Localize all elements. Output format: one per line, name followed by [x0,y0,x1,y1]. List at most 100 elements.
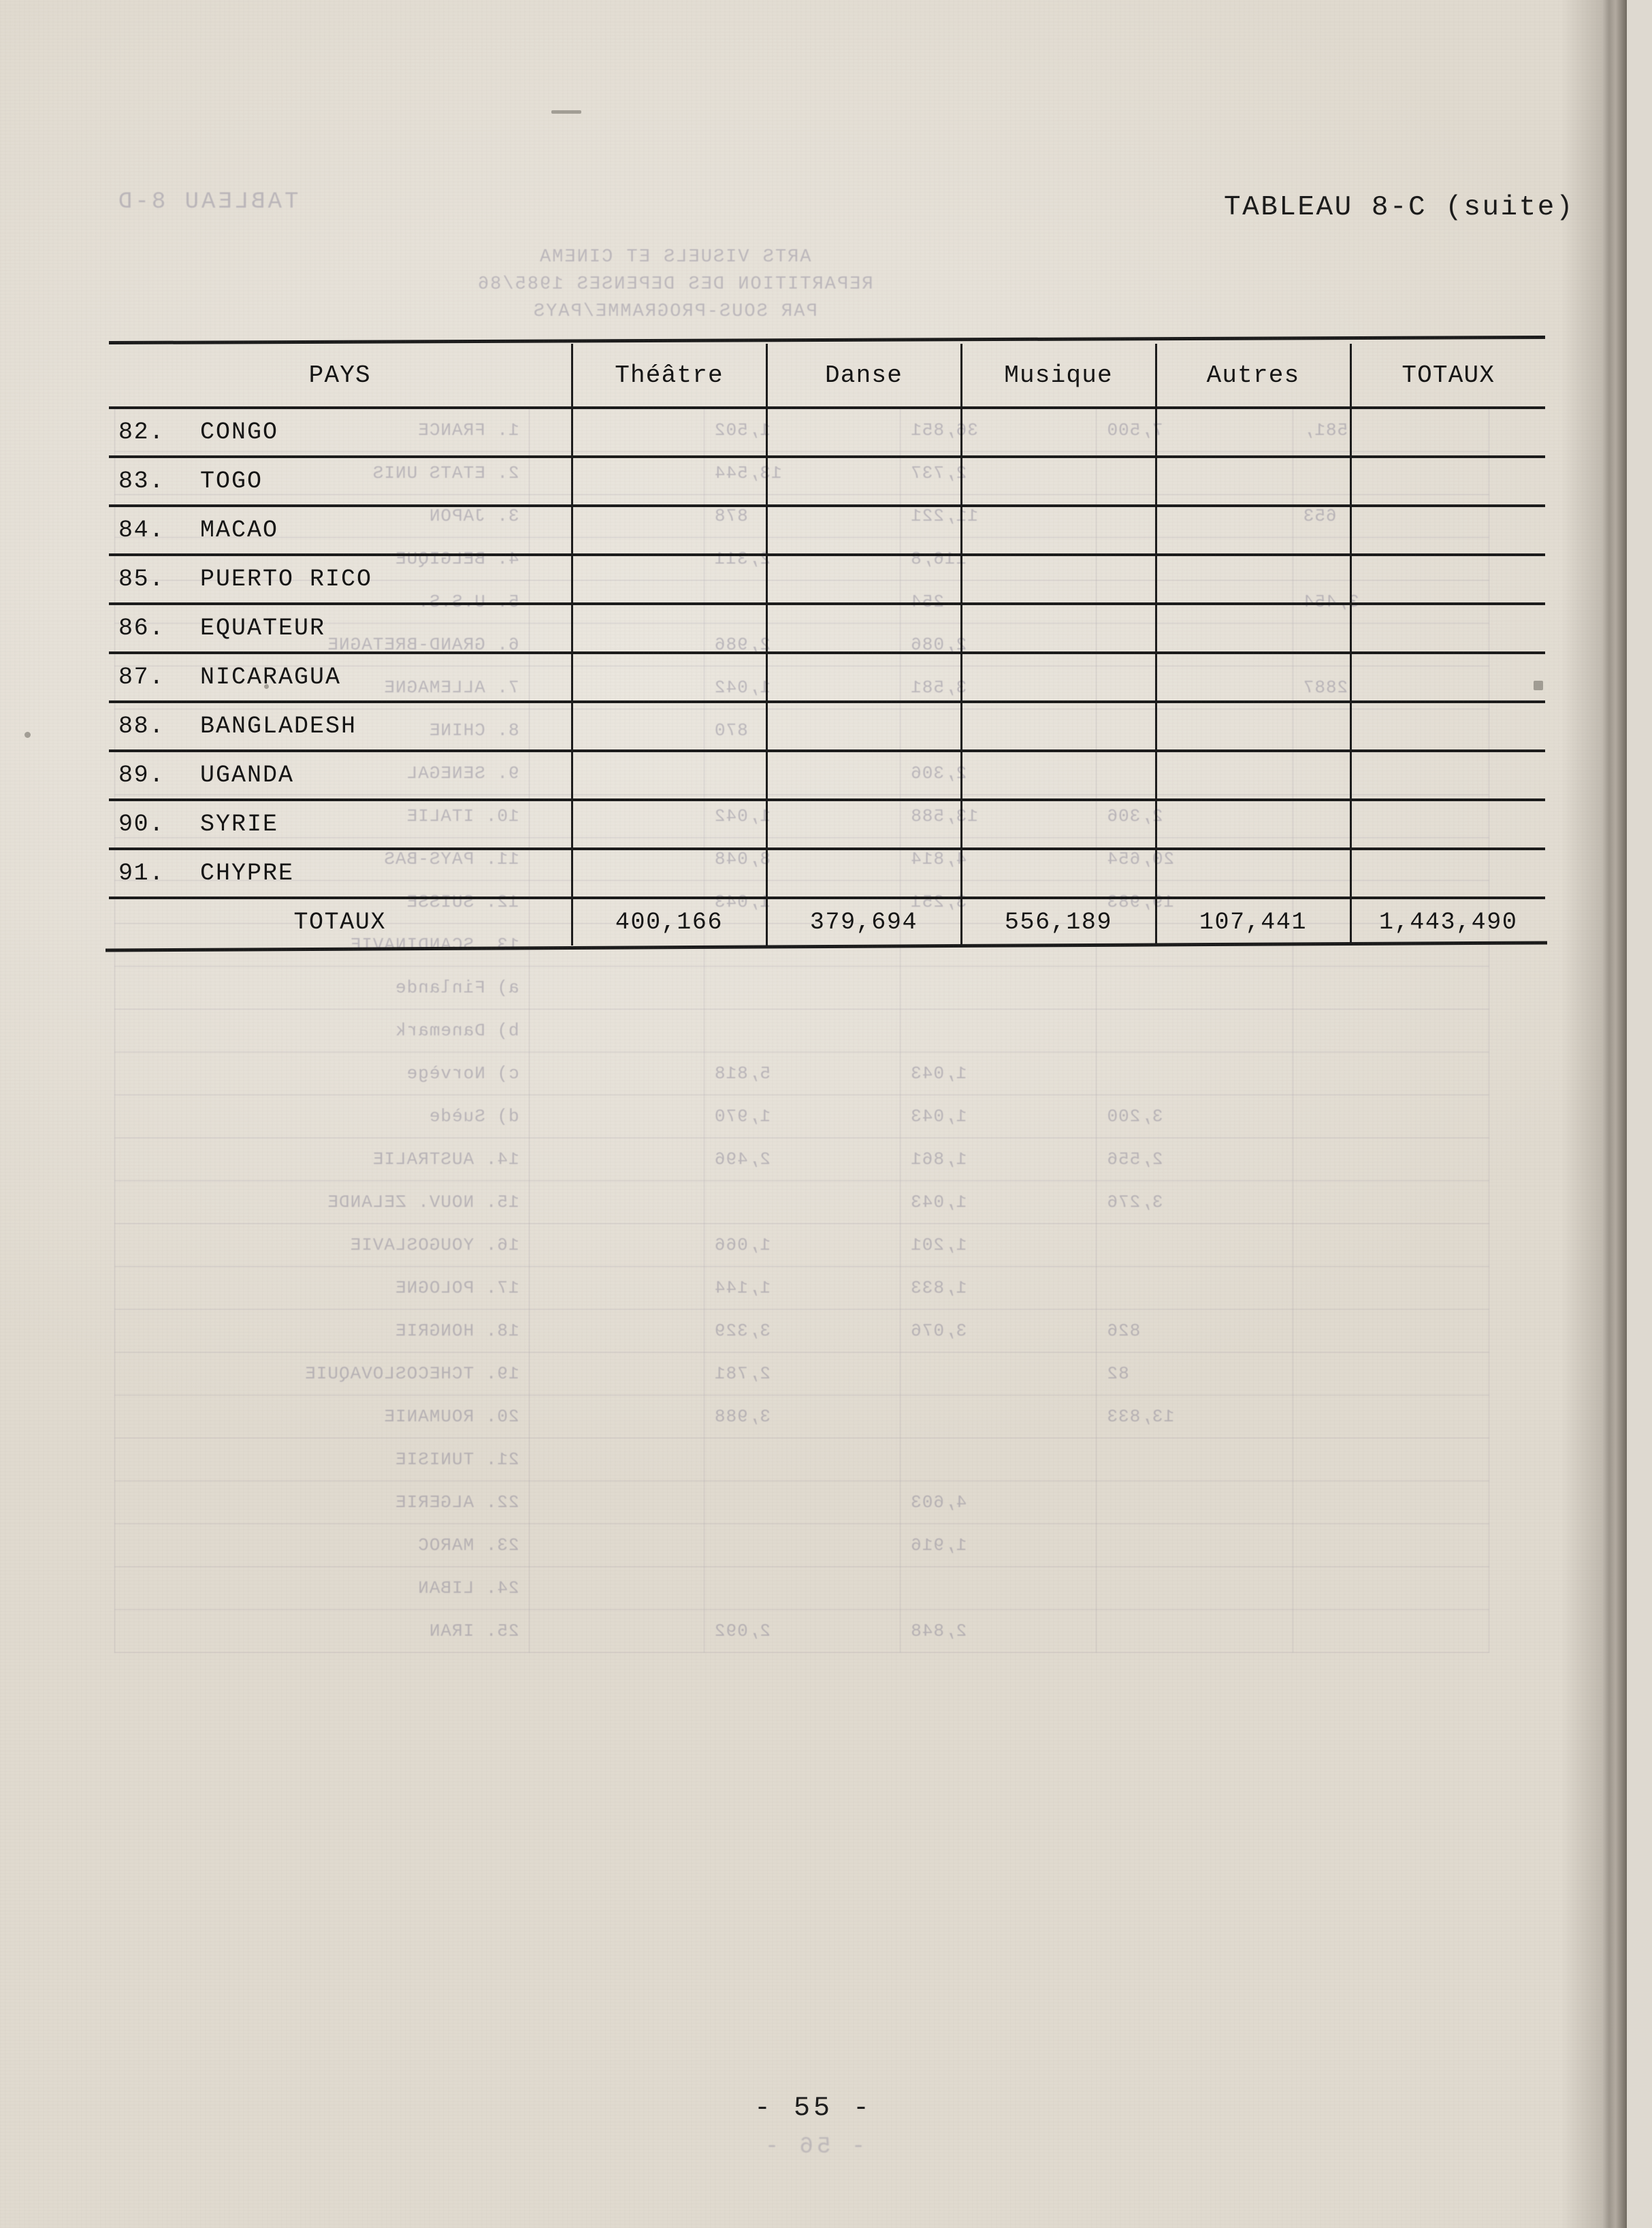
scan-speck [551,110,581,114]
cell-autres [1154,700,1350,751]
table-row: 89. UGANDA [109,749,1545,800]
cell-theatre [570,406,766,457]
showthrough-row: 1,043 5,818 c) Norvège [114,1052,1489,1095]
cell-autres [1154,798,1350,849]
showthrough-cell [529,1223,704,1267]
showthrough-row: 2,556 1,861 2,496 14. AUSTRALIE [114,1137,1489,1181]
totals-label: TOTAUX [109,897,572,946]
showthrough-cell: 2,781 [704,1352,901,1395]
cell-theatre [570,798,766,849]
showthrough-cell [529,1438,704,1481]
showthrough-cell [704,1180,901,1224]
cell-musique [960,651,1156,702]
showthrough-cell [1293,1095,1489,1138]
showthrough-cell [900,1352,1097,1395]
showthrough-cell [704,1566,901,1610]
cell-musique [960,749,1156,800]
showthrough-cell [529,1566,704,1610]
country-cell: 90. SYRIE [109,798,572,849]
cell-totaux [1349,406,1545,457]
showthrough-cell [529,1137,704,1181]
row-country-name: CONGO [200,419,279,446]
page-number: - 55 - [754,2093,873,2124]
showthrough-cell: 19. TCHECOSLOVAQUIE [114,1352,530,1395]
cell-totaux [1349,651,1545,702]
showthrough-cell [1096,1481,1293,1524]
showthrough-cell: d) Suède [114,1095,530,1138]
table-row: 85. PUERTO RICO [109,553,1545,604]
showthrough-cell [1096,1438,1293,1481]
totals-cell-autres: 107,441 [1154,897,1350,946]
country-cell: 89. UGANDA [109,749,572,800]
showthrough-cell [704,966,901,1010]
showthrough-cell: 15. NOUV. ZELANDE [114,1180,530,1224]
cell-musique [960,700,1156,751]
cell-theatre [570,700,766,751]
cell-autres [1154,651,1350,702]
cell-danse [765,553,961,604]
showthrough-cell [529,1395,704,1438]
totals-cell-theatre: 400,166 [570,897,766,946]
row-country-name: BANGLADESH [200,713,357,740]
showthrough-cell [529,1180,704,1224]
showthrough-cell [1096,1052,1293,1095]
showthrough-cell [1096,1523,1293,1567]
showthrough-cell [1096,1223,1293,1267]
showthrough-row: 2,848 2,092 25. IRAN [114,1609,1489,1653]
row-country-name: MACAO [200,517,279,544]
showthrough-cell [704,1009,901,1052]
row-rank: 84. [118,517,165,544]
cell-theatre [570,602,766,653]
showthrough-cell [529,1309,704,1353]
cell-totaux [1349,504,1545,555]
showthrough-cell [529,1523,704,1567]
cell-theatre [570,847,766,898]
showthrough-cell: 25. IRAN [114,1609,530,1653]
showthrough-page-number: - 56 - [761,2134,866,2160]
showthrough-cell [1293,1352,1489,1395]
showthrough-heading-line-3: PAR SOUS-PROGRAMME/PAYS [532,302,817,322]
showthrough-cell: 14. AUSTRALIE [114,1137,530,1181]
cell-danse [765,798,961,849]
showthrough-row: 3,200 1,043 1,970 d) Suède [114,1095,1489,1138]
showthrough-cell [900,1009,1097,1052]
showthrough-cell [1293,1223,1489,1267]
cell-totaux [1349,700,1545,751]
showthrough-cell [1096,1609,1293,1653]
table-row: 88. BANGLADESH [109,700,1545,751]
showthrough-cell [529,1352,704,1395]
showthrough-cell [1293,1438,1489,1481]
country-cell: 82. CONGO [109,406,572,457]
showthrough-row: 4,603 22. ALGERIE [114,1481,1489,1524]
row-country-name: SYRIE [200,811,279,838]
showthrough-cell [529,1095,704,1138]
cell-autres [1154,749,1350,800]
country-cell: 88. BANGLADESH [109,700,572,751]
cell-danse [765,700,961,751]
showthrough-cell: 1,043 [900,1052,1097,1095]
cell-danse [765,847,961,898]
showthrough-cell: 82 [1096,1352,1293,1395]
showthrough-cell: 2,848 [900,1609,1097,1653]
table-row: 90. SYRIE [109,798,1545,849]
row-country-name: PUERTO RICO [200,566,373,593]
row-rank: 89. [118,762,165,789]
table-row: 84. MACAO [109,504,1545,555]
totals-cell-totaux: 1,443,490 [1349,897,1545,946]
showthrough-row: 1,833 1,144 17. POLOGNE [114,1266,1489,1310]
cell-danse [765,406,961,457]
table-row: 91. CHYPRE [109,847,1545,898]
showthrough-cell: 2,092 [704,1609,901,1653]
showthrough-cell: 4,603 [900,1481,1097,1524]
cell-theatre [570,651,766,702]
showthrough-cell: 826 [1096,1309,1293,1353]
cell-musique [960,406,1156,457]
row-country-name: TOGO [200,468,263,495]
showthrough-cell [1293,1052,1489,1095]
row-rank: 86. [118,615,165,642]
cell-totaux [1349,847,1545,898]
showthrough-cell: c) Norvège [114,1052,530,1095]
showthrough-cell [1096,1266,1293,1310]
cell-musique [960,455,1156,506]
